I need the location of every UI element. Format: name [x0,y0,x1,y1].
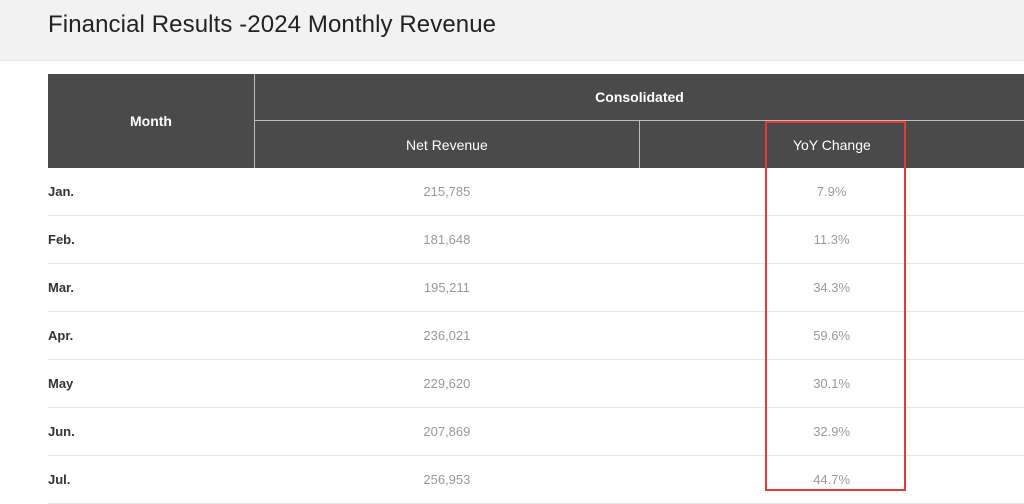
table-row: Feb. 181,648 11.3% [48,216,1024,264]
table-row: Jan. 215,785 7.9% [48,168,1024,216]
yoy-change-cell: 7.9% [639,168,1024,216]
yoy-change-cell: 34.3% [639,264,1024,312]
revenue-table-container: Month Consolidated Net Revenue YoY Chang… [48,74,1024,504]
net-revenue-cell: 256,953 [255,456,640,504]
month-cell: Mar. [48,264,255,312]
net-revenue-cell: 181,648 [255,216,640,264]
monthly-revenue-table: Month Consolidated Net Revenue YoY Chang… [48,74,1024,504]
month-column-header: Month [48,74,255,168]
month-cell: May [48,360,255,408]
net-revenue-cell: 236,021 [255,312,640,360]
table-row: Jun. 207,869 32.9% [48,408,1024,456]
net-revenue-cell: 195,211 [255,264,640,312]
yoy-change-cell: 59.6% [639,312,1024,360]
page-header: Financial Results -2024 Monthly Revenue [0,0,1024,61]
net-revenue-column-header: Net Revenue [255,121,640,169]
net-revenue-cell: 229,620 [255,360,640,408]
month-cell: Apr. [48,312,255,360]
page-title: Financial Results -2024 Monthly Revenue [48,11,496,39]
month-cell: Feb. [48,216,255,264]
table-row: Jul. 256,953 44.7% [48,456,1024,504]
net-revenue-cell: 215,785 [255,168,640,216]
net-revenue-cell: 207,869 [255,408,640,456]
yoy-change-column-header: YoY Change [639,121,1024,169]
table-row: Apr. 236,021 59.6% [48,312,1024,360]
month-cell: Jul. [48,456,255,504]
month-cell: Jan. [48,168,255,216]
yoy-change-cell: 30.1% [639,360,1024,408]
month-cell: Jun. [48,408,255,456]
yoy-change-cell: 32.9% [639,408,1024,456]
consolidated-group-header: Consolidated [255,74,1024,121]
table-row: Mar. 195,211 34.3% [48,264,1024,312]
table-row: May 229,620 30.1% [48,360,1024,408]
yoy-change-cell: 44.7% [639,456,1024,504]
yoy-change-cell: 11.3% [639,216,1024,264]
